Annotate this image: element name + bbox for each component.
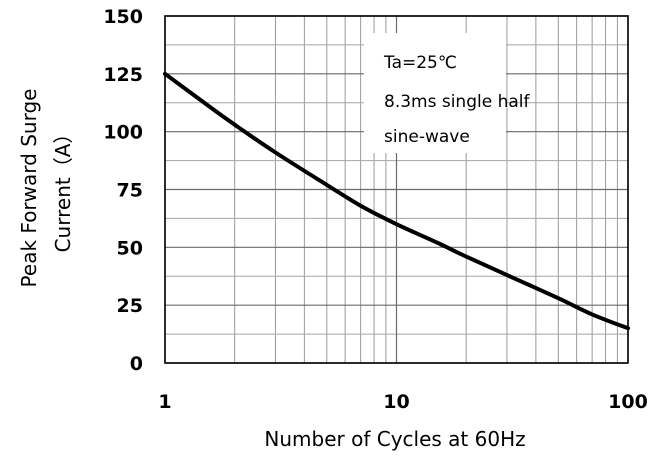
- y-tick-label: 50: [117, 237, 143, 259]
- annotation-line-1: Ta=25℃: [383, 53, 457, 73]
- x-axis-ticks: 1 10 100: [158, 391, 647, 413]
- y-tick-label: 25: [117, 295, 143, 317]
- x-tick-label: 10: [383, 391, 409, 413]
- y-tick-label: 150: [103, 6, 143, 28]
- x-tick-label: 1: [158, 391, 171, 413]
- series-line: [163, 71, 630, 331]
- y-tick-label: 0: [130, 353, 143, 375]
- y-tick-label: 100: [103, 122, 143, 144]
- plot-frame: [164, 15, 629, 364]
- y-axis-title-line-1: Peak Forward Surge: [17, 89, 41, 288]
- y-axis-ticks: 0 25 50 75 100 125 150: [103, 6, 143, 375]
- y-tick-label: 75: [117, 180, 143, 202]
- y-axis-title-line-2: Current（A）: [51, 124, 75, 253]
- x-tick-label: 100: [608, 391, 648, 413]
- annotation-line-3: sine-wave: [384, 127, 470, 147]
- annotation-line-2: 8.3ms single half: [384, 92, 531, 112]
- x-axis-title: Number of Cycles at 60Hz: [264, 427, 525, 451]
- annotation-box: [364, 33, 506, 153]
- y-tick-label: 125: [103, 64, 143, 86]
